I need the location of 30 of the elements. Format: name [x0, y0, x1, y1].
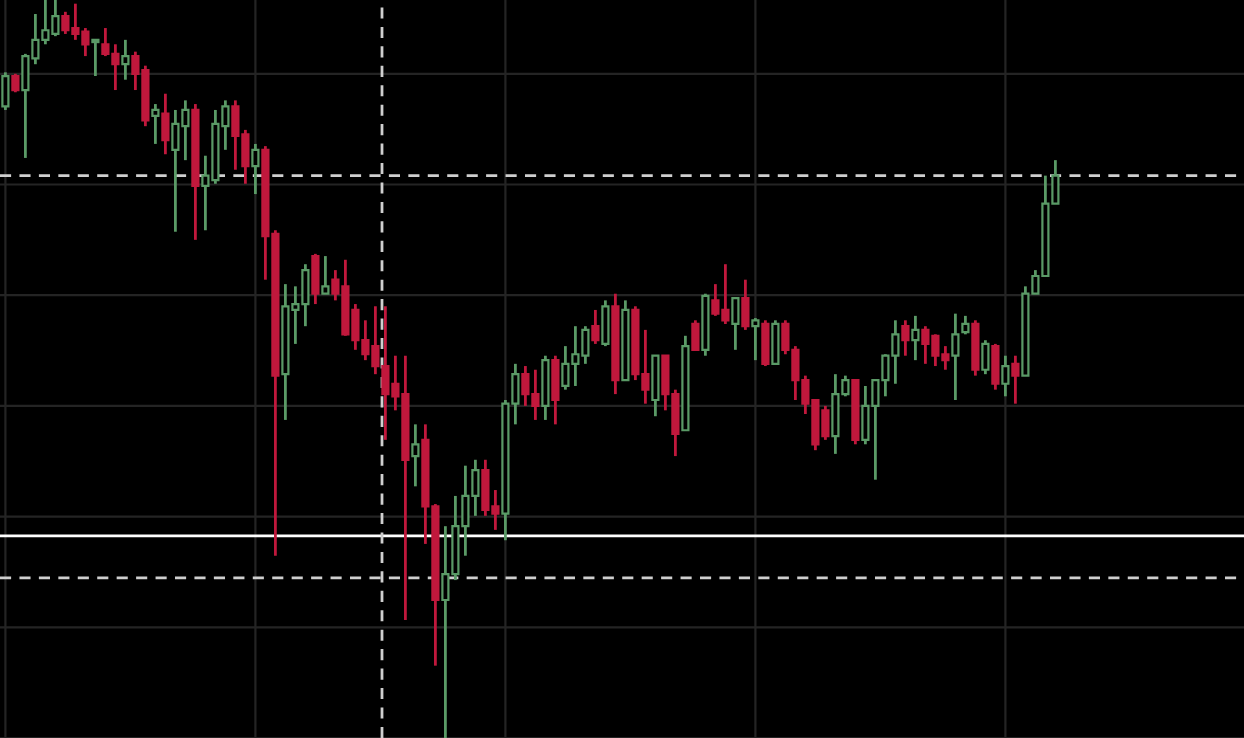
candlestick — [761, 318, 770, 368]
candlestick — [91, 38, 100, 78]
candlestick — [411, 422, 420, 488]
candlestick — [321, 254, 330, 296]
candlestick — [971, 318, 980, 378]
candlestick — [551, 354, 560, 426]
candlestick — [251, 142, 260, 196]
candlestick — [741, 278, 750, 332]
candlestick — [121, 38, 130, 82]
candlestick — [1011, 354, 1020, 406]
candlestick — [771, 318, 780, 366]
candlestick — [541, 354, 550, 422]
candlestick — [1, 70, 10, 112]
candlestick — [11, 72, 20, 94]
candlestick — [691, 318, 700, 352]
candlestick — [951, 312, 960, 402]
candlestick — [311, 252, 320, 306]
candlestick — [591, 308, 600, 346]
candlestick — [751, 316, 760, 362]
candlestick — [991, 342, 1000, 392]
candlestick — [161, 92, 170, 156]
candlestick — [1001, 354, 1010, 398]
candlestick — [731, 296, 740, 352]
candlestick — [151, 102, 160, 146]
candlestick — [601, 298, 610, 348]
candlestick — [981, 338, 990, 376]
candlestick — [651, 354, 660, 418]
candlestick — [901, 318, 910, 358]
candlestick — [911, 314, 920, 362]
candlestick — [961, 314, 970, 336]
